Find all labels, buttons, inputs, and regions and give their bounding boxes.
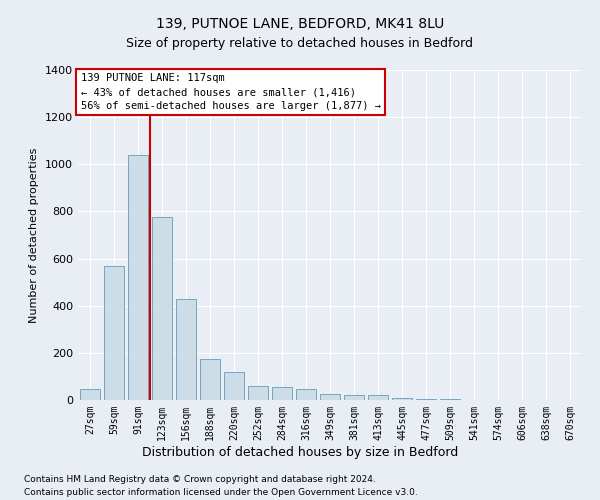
Text: 139 PUTNOE LANE: 117sqm
← 43% of detached houses are smaller (1,416)
56% of semi: 139 PUTNOE LANE: 117sqm ← 43% of detache…: [80, 74, 380, 112]
Bar: [248, 386, 268, 400]
Bar: [80, 390, 100, 400]
Bar: [320, 394, 340, 400]
Y-axis label: Number of detached properties: Number of detached properties: [29, 148, 40, 322]
Text: 139, PUTNOE LANE, BEDFORD, MK41 8LU: 139, PUTNOE LANE, BEDFORD, MK41 8LU: [156, 18, 444, 32]
Text: Distribution of detached houses by size in Bedford: Distribution of detached houses by size …: [142, 446, 458, 459]
Text: Contains public sector information licensed under the Open Government Licence v3: Contains public sector information licen…: [24, 488, 418, 497]
Bar: [392, 398, 412, 400]
Bar: [344, 396, 364, 400]
Bar: [200, 359, 220, 400]
Bar: [272, 387, 292, 400]
Bar: [176, 298, 196, 400]
Text: Contains HM Land Registry data © Crown copyright and database right 2024.: Contains HM Land Registry data © Crown c…: [24, 474, 376, 484]
Bar: [224, 372, 244, 400]
Bar: [416, 399, 436, 400]
Bar: [368, 396, 388, 400]
Bar: [440, 399, 460, 400]
Bar: [152, 218, 172, 400]
Text: Size of property relative to detached houses in Bedford: Size of property relative to detached ho…: [127, 38, 473, 51]
Bar: [296, 390, 316, 400]
Bar: [104, 266, 124, 400]
Bar: [128, 155, 148, 400]
